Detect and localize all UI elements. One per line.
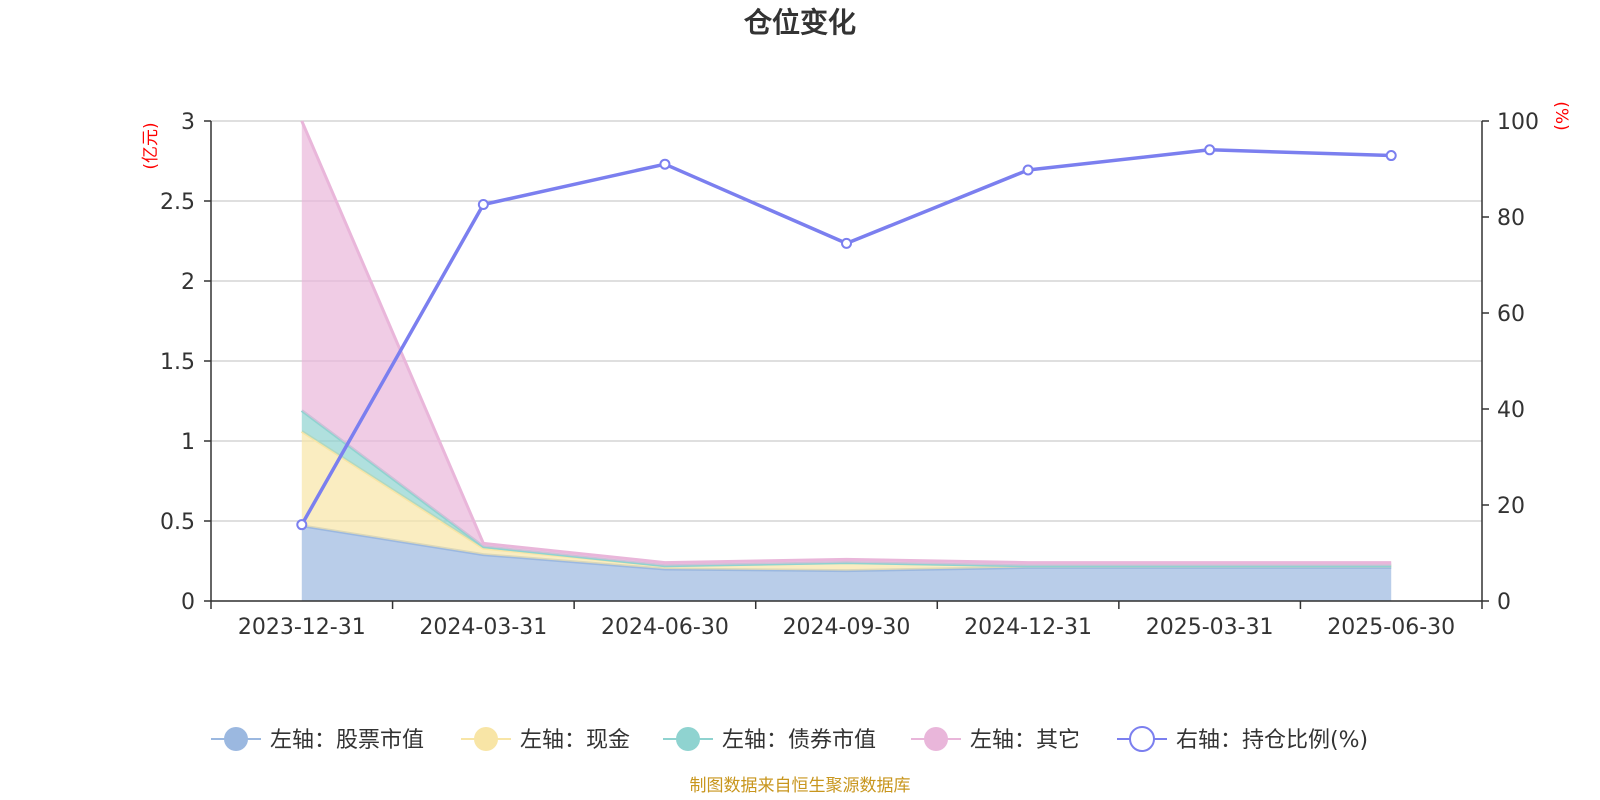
right-tick-label: 20	[1497, 494, 1525, 519]
ratio-point	[296, 519, 308, 531]
legend-label-4: 右轴：持仓比例(%)	[1176, 728, 1368, 753]
axes: 0 0.5 1 1.5 2 2.5 3 0 20 40 60 80 100 2023-12-31 2024-…	[160, 110, 1539, 640]
ratio-point	[477, 199, 489, 211]
x-tick-label: 2025-03-31	[1146, 615, 1274, 640]
legend-marker-2	[676, 727, 700, 751]
right-axis-unit: (%)	[1551, 101, 1571, 130]
ratio-line-path	[300, 148, 1392, 526]
ratio-point	[659, 158, 671, 170]
legend-label-2: 左轴：债券市值	[722, 728, 876, 753]
right-tick-label: 60	[1497, 302, 1525, 327]
legend-marker-1	[474, 727, 498, 751]
left-tick-label: 1.5	[160, 350, 195, 375]
ratio-point	[841, 237, 852, 249]
x-tick-label: 2025-06-30	[1327, 615, 1455, 640]
x-tick-label: 2024-03-31	[419, 615, 547, 640]
x-tick-label: 2024-12-31	[964, 615, 1092, 640]
ratio-line	[296, 144, 1397, 531]
x-tick-label: 2024-09-30	[783, 615, 911, 640]
legend-label-0: 左轴：股票市值	[270, 728, 424, 753]
left-tick-label: 3	[181, 110, 195, 135]
legend-marker-4	[1129, 726, 1155, 752]
left-tick-label: 1	[181, 430, 195, 455]
chart-title: 仓位变化	[744, 6, 856, 39]
legend-marker-3	[924, 727, 948, 751]
left-tick-label: 2	[181, 270, 195, 295]
left-axis-unit: (亿元)	[141, 122, 161, 169]
right-tick-label: 80	[1497, 206, 1525, 231]
stacked-areas	[300, 120, 1392, 601]
legend: 左轴：股票市值 左轴：现金 左轴：债券市值 左轴：其它 右轴：持仓比例(%)	[211, 726, 1368, 753]
area-左轴：股票市值	[301, 525, 1392, 601]
legend-label-1: 左轴：现金	[520, 728, 630, 753]
left-tick-label: 2.5	[160, 190, 195, 215]
ratio-point	[1022, 164, 1034, 176]
ratio-point	[1385, 150, 1397, 162]
x-tick-label: 2024-06-30	[601, 615, 729, 640]
right-tick-label: 40	[1497, 398, 1525, 423]
right-tick-label: 100	[1497, 110, 1539, 135]
left-tick-label: 0.5	[160, 510, 195, 535]
x-tick-label: 2023-12-31	[238, 615, 366, 640]
legend-label-3: 左轴：其它	[970, 728, 1080, 753]
source-note: 制图数据来自恒生聚源数据库	[690, 776, 911, 796]
area-edge-左轴：其它	[300, 120, 1392, 565]
right-tick-label: 0	[1497, 590, 1511, 615]
left-tick-label: 0	[181, 590, 195, 615]
ratio-point	[1204, 144, 1216, 156]
legend-marker-0	[224, 727, 248, 751]
